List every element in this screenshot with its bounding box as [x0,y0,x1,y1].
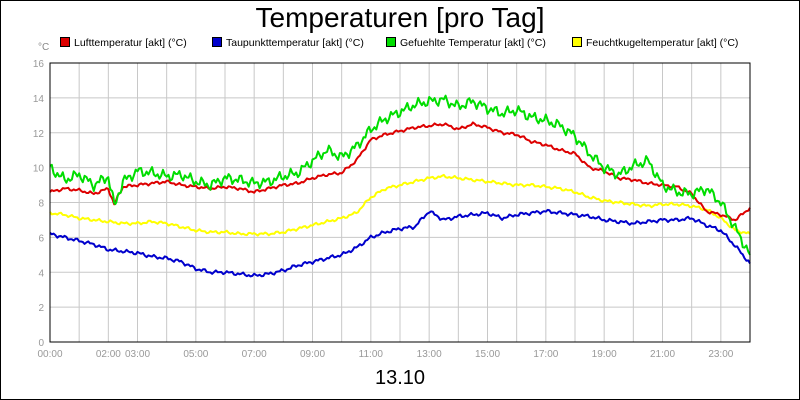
series-line-1 [49,208,751,278]
date-label: 13.10 [374,367,426,389]
legend-label-taupunkttemperatur: Taupunkttemperatur [akt] (°C) [226,37,364,49]
x-tick-label: 17:00 [533,349,558,360]
legend-label-lufttemperatur: Lufttemperatur [akt] (°C) [74,37,187,49]
legend-item-gefuehlte-temperatur: Gefuehlte Temperatur [akt] (°C) [386,37,546,49]
x-tick-label: 00:00 [37,349,62,360]
x-tick-label: 21:00 [650,349,675,360]
y-tick-label: 6 [38,233,44,244]
series-line-2 [49,94,751,256]
series-line-0 [49,121,751,222]
legend-label-feuchtkugeltemperatur: Feuchtkugeltemperatur [akt] (°C) [586,37,739,49]
y-tick-label: 4 [38,268,44,279]
grid-lines [49,62,751,343]
y-tick-label: 0 [38,338,44,349]
x-tick-label: 03:00 [125,349,150,360]
legend-label-gefuehlte-temperatur: Gefuehlte Temperatur [akt] (°C) [400,37,546,49]
legend-swatch-gefuehlte-temperatur [386,37,396,47]
y-tick-label: 16 [33,59,45,70]
y-tick-label: 8 [38,199,44,210]
legend-swatch-taupunkttemperatur [212,37,222,47]
y-tick-label: 12 [33,129,45,140]
y-axis-ticks: 0 2 4 6 8 10 12 14 16 [33,59,45,349]
x-tick-label: 19:00 [592,349,617,360]
x-tick-label: 07:00 [242,349,267,360]
legend-item-taupunkttemperatur: Taupunkttemperatur [akt] (°C) [212,37,364,49]
y-tick-label: 2 [38,303,44,314]
x-tick-label: 09:00 [300,349,325,360]
x-tick-label: 15:00 [475,349,500,360]
series-lines [49,94,751,278]
legend-swatch-lufttemperatur [60,37,70,47]
legend-swatch-feuchtkugeltemperatur [572,37,582,47]
legend-item-lufttemperatur: Lufttemperatur [akt] (°C) [60,37,187,49]
chart-title: Temperaturen [pro Tag] [255,2,545,33]
legend-item-feuchtkugeltemperatur: Feuchtkugeltemperatur [akt] (°C) [572,37,738,49]
x-tick-label: 11:00 [359,349,384,360]
x-tick-label: 02:00 [96,349,121,360]
x-tick-label: 13:00 [417,349,442,360]
x-tick-label: 05:00 [183,349,208,360]
y-unit-label: °C [38,42,50,53]
y-tick-label: 14 [33,94,45,105]
y-tick-label: 10 [33,164,45,175]
x-tick-label: 23:00 [708,349,733,360]
series-line-3 [49,173,751,237]
plot-border [49,62,751,343]
x-axis-ticks: 00:00 02:00 03:00 05:00 07:00 09:00 11:00 13:00… [37,349,733,360]
